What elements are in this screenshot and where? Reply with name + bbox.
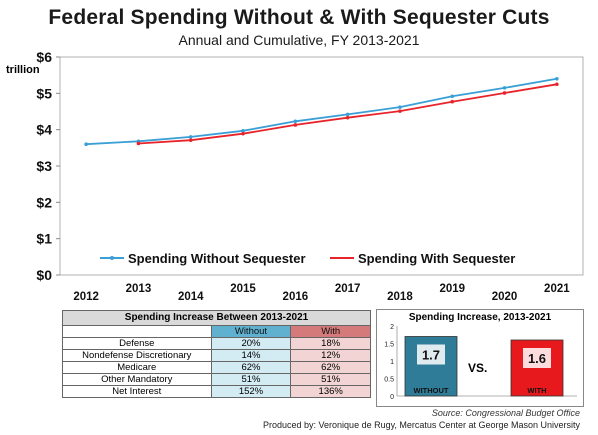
data-point-with	[450, 99, 455, 104]
legend-label: Spending With Sequester	[358, 251, 515, 266]
value-label-box	[523, 348, 551, 368]
y-tick-label: $0	[36, 267, 52, 283]
table-header-without: Without	[210, 325, 292, 338]
row-with-value: 136%	[290, 385, 371, 398]
mini-bar-svg: 0 0.5 1 1.5 2 1.7 WITHOUT 1.6 WITH	[384, 324, 577, 401]
plot-area	[59, 56, 584, 276]
row-label: Defense	[62, 337, 212, 350]
y-tick-label: $4	[36, 122, 52, 138]
data-point-with	[502, 91, 507, 95]
data-point-with	[241, 131, 245, 136]
data-point-without	[450, 94, 455, 99]
data-point-without	[188, 135, 193, 139]
y-unit-label: trillion	[6, 64, 40, 76]
row-with-value: 18%	[290, 337, 371, 350]
series-line-without	[86, 77, 557, 146]
x-tick-label: 2020	[492, 291, 518, 303]
y-tick-label: $5	[36, 85, 52, 101]
mini-chart-title: Spending Increase, 2013-2021	[408, 312, 552, 323]
spending-increase-table: Spending Increase Between 2013-2021 With…	[62, 310, 371, 398]
legend-marker	[110, 256, 114, 260]
row-without-value: 14%	[210, 349, 292, 362]
x-tick-label: 2017	[335, 283, 361, 295]
data-point-without	[555, 77, 559, 81]
data-point-with	[136, 141, 141, 146]
row-label: Other Mandatory	[62, 373, 212, 386]
y-tick-label: $6	[36, 49, 52, 65]
data-point-with	[398, 109, 402, 113]
data-point-without	[398, 105, 402, 109]
mini-y-tick-label: 1.5	[384, 342, 394, 349]
y-tick-label: $2	[36, 194, 52, 210]
x-tick-label: 2019	[439, 283, 465, 295]
chart-subtitle: Annual and Cumulative, FY 2013-2021	[178, 32, 420, 48]
data-point-without	[84, 142, 88, 146]
row-without-value: 62%	[210, 361, 292, 374]
data-point-with	[188, 138, 193, 143]
table-row: Nondefense Discretionary 14% 12%	[62, 349, 371, 362]
source-note: Source: Congressional Budget Office	[431, 408, 580, 418]
mini-y-tick-label: 0.5	[384, 377, 394, 384]
x-tick-label: 2014	[178, 291, 204, 303]
table-row: Net Interest 152% 136%	[62, 385, 371, 398]
row-label: Net Interest	[62, 385, 212, 398]
legend-label: Spending Without Sequester	[128, 251, 306, 266]
x-tick-label: 2013	[126, 283, 152, 295]
table-row: Medicare 62% 62%	[62, 361, 371, 374]
mini-bar-category-label: WITHOUT	[414, 386, 449, 395]
table-row: Defense 20% 18%	[62, 337, 371, 350]
x-tick-label: 2016	[283, 291, 309, 303]
mini-y-tick-label: 2	[390, 324, 394, 331]
vs-label: VS.	[468, 361, 488, 375]
table-row: Other Mandatory 51% 51%	[62, 373, 371, 386]
chart-title: Federal Spending Without & With Sequeste…	[48, 6, 550, 29]
x-tick-label: 2021	[544, 283, 570, 295]
row-label: Medicare	[62, 361, 212, 374]
mini-y-tick-label: 0	[390, 394, 394, 401]
data-point-with	[555, 82, 559, 87]
x-tick-label: 2015	[230, 283, 256, 295]
data-point-without	[502, 86, 507, 90]
row-label: Nondefense Discretionary	[62, 349, 212, 362]
row-with-value: 62%	[290, 361, 371, 374]
x-tick-label: 2018	[387, 291, 413, 303]
table-header-with: With	[290, 325, 371, 338]
data-point-with	[345, 115, 350, 120]
y-tick-label: $3	[36, 158, 52, 174]
row-with-value: 51%	[290, 373, 371, 386]
main-line-chart: $0 $1 $2 $3 $4 $5 $6 2012 2013 2014 2015 2016 2017 20…	[36, 49, 584, 303]
mini-bar-value-label: 1.7	[422, 348, 440, 363]
value-label-box	[417, 344, 445, 365]
mini-bar-value-label: 1.6	[528, 351, 546, 366]
producer-note: Produced by: Veronique de Rugy, Mercatus…	[263, 420, 580, 430]
mini-bar-category-label: WITH	[527, 386, 546, 395]
y-tick-label: $1	[36, 231, 52, 247]
x-tick-label: 2012	[73, 291, 99, 303]
row-without-value: 51%	[210, 373, 292, 386]
row-without-value: 152%	[210, 385, 292, 398]
row-without-value: 20%	[210, 337, 292, 350]
table-caption: Spending Increase Between 2013-2021	[62, 310, 371, 326]
data-point-without	[293, 119, 298, 124]
data-point-with	[293, 123, 298, 127]
table-header-blank	[62, 325, 212, 338]
data-point-without	[241, 128, 245, 133]
mini-y-tick-label: 1	[390, 359, 394, 366]
data-point-without	[345, 112, 350, 117]
spending-increase-bar-chart: Spending Increase, 2013-2021 0 0.5 1 1.5 2 1.…	[376, 309, 584, 407]
row-with-value: 12%	[290, 349, 371, 362]
